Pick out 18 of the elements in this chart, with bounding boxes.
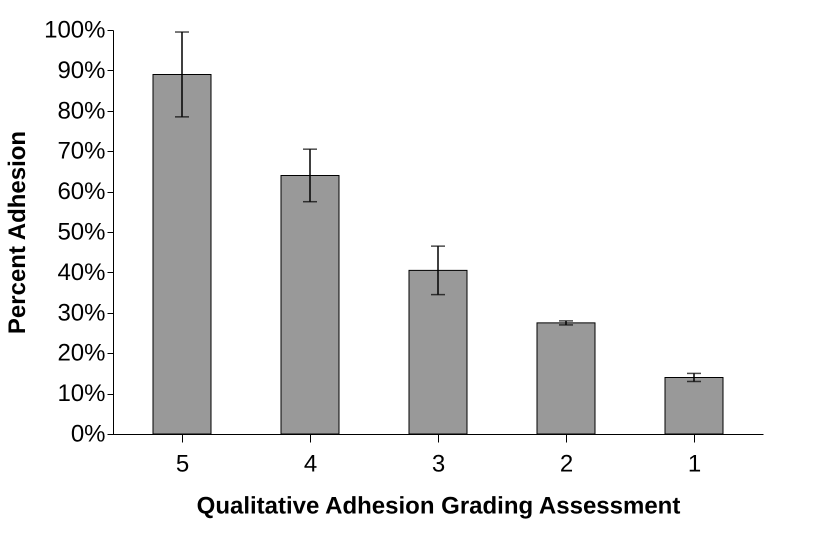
y-tick-label: 60% [57, 178, 106, 206]
x-axis-title: Qualitative Adhesion Grading Assessment [196, 492, 680, 520]
x-tick-label: 2 [560, 450, 574, 478]
x-tick-label: 3 [432, 450, 446, 478]
y-tick-label: 100% [44, 16, 106, 44]
y-tick-label: 10% [57, 380, 106, 408]
x-tick-label: 4 [304, 450, 318, 478]
y-tick-label: 0% [70, 420, 106, 448]
y-tick-label: 90% [57, 56, 106, 84]
x-tick-label: 1 [688, 450, 702, 478]
y-tick-label: 70% [57, 138, 106, 165]
y-axis-title: Percent Adhesion [4, 130, 32, 334]
y-tick-label: 20% [57, 340, 106, 367]
y-tick-label: 30% [57, 299, 106, 326]
y-tick-label: 50% [57, 218, 106, 246]
y-tick-label: 40% [57, 258, 106, 286]
x-tick-label: 5 [176, 450, 190, 478]
y-tick-label: 80% [57, 97, 106, 124]
